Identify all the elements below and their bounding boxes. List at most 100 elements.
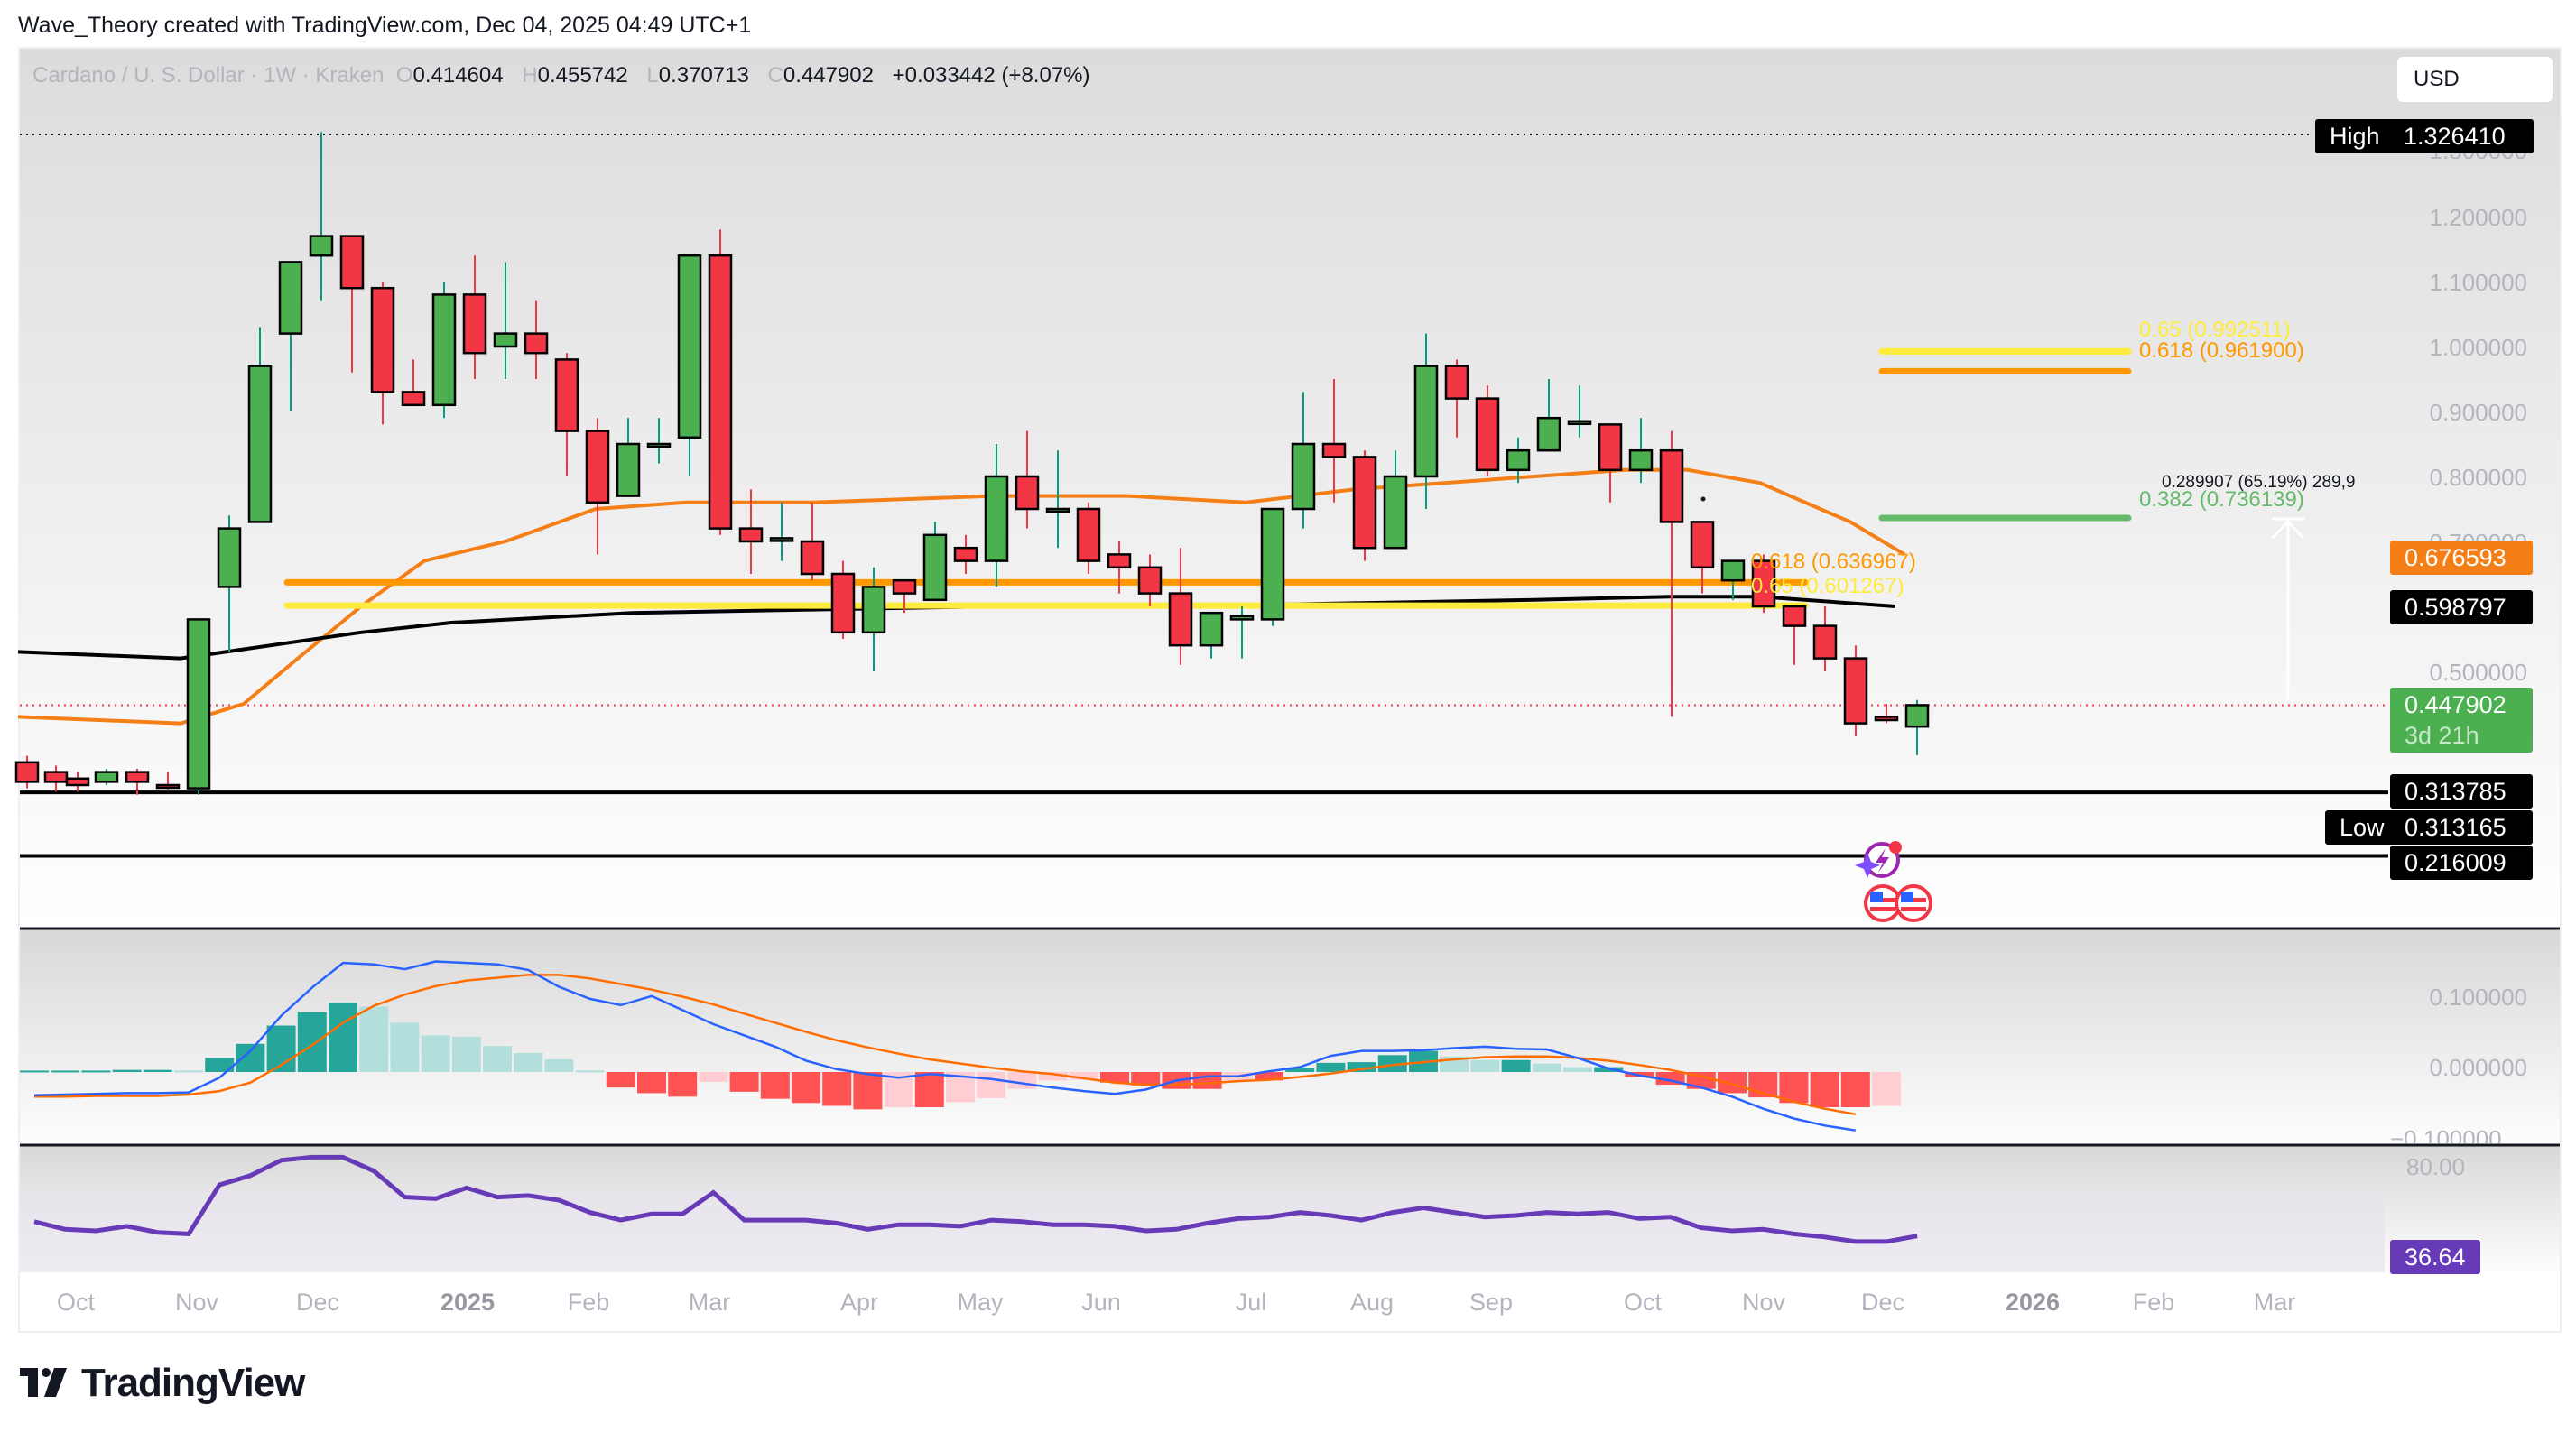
us-flag-event-icon[interactable]: [1895, 884, 1932, 922]
currency-button[interactable]: USD: [2397, 57, 2553, 102]
candle: [1352, 456, 1377, 550]
macd-histogram-bar: [174, 1070, 203, 1073]
last-price-tag: 0.447902 3d 21h: [2390, 688, 2533, 753]
macd-histogram-bar: [1840, 1072, 1870, 1107]
time-axis-label: Dec: [295, 1289, 340, 1316]
candle: [1751, 559, 1776, 608]
low-label: L: [646, 63, 659, 88]
time-axis-label: 2026: [2005, 1289, 2061, 1316]
rsi-layer: [33, 1154, 1918, 1244]
chart-panel: [18, 47, 2562, 1333]
macd-histogram-bar: [544, 1058, 574, 1072]
macd-histogram-bar: [822, 1072, 852, 1106]
macd-histogram-bar: [914, 1072, 944, 1107]
candle: [1137, 566, 1163, 595]
fib-label-0618-upper: 0.618 (0.961900): [2139, 338, 2304, 363]
candle: [524, 332, 549, 355]
fib-label-065-lower: 0.65 (0.601267): [1751, 574, 1904, 598]
macd-histogram-bar: [1810, 1072, 1839, 1107]
time-axis-label: Dec: [1860, 1289, 1905, 1316]
candle: [953, 546, 978, 562]
candle: [309, 235, 334, 257]
symbol-legend[interactable]: Cardano / U. S. Dollar · 1W · Kraken O0.…: [32, 63, 1103, 88]
macd-histogram-bar: [20, 1070, 49, 1073]
rsi-value-tag: 36.64: [2390, 1240, 2480, 1274]
macd-histogram-bar: [483, 1046, 512, 1072]
macd-histogram-bar: [1192, 1072, 1222, 1089]
measure-arrow-icon[interactable]: [2271, 517, 2305, 700]
candle: [1843, 657, 1868, 725]
macd-histogram-bar: [1255, 1072, 1283, 1081]
time-axis-label: 2025: [440, 1289, 496, 1316]
time-axis-label: Nov: [1741, 1289, 1786, 1316]
candle: [43, 771, 69, 783]
candle: [554, 358, 579, 432]
candle: [830, 572, 856, 634]
macd-histogram-bar: [729, 1072, 759, 1092]
macd-tick: 0.100000: [2429, 984, 2527, 1011]
candle: [1015, 475, 1040, 511]
macd-histogram-bar: [668, 1072, 698, 1097]
candle: [1782, 605, 1807, 627]
candle: [1444, 365, 1469, 400]
fib-label-065-upper: 0.65 (0.992511): [2139, 318, 2291, 342]
candle: [646, 442, 672, 448]
time-axis-label: Jun: [1081, 1289, 1121, 1316]
time-axis-label: Feb: [567, 1289, 610, 1316]
logo-text: TradingView: [81, 1361, 305, 1405]
high-value: 0.455742: [537, 63, 628, 88]
candle: [1076, 507, 1101, 562]
candle: [738, 527, 764, 543]
macd-histogram-bar: [390, 1022, 420, 1072]
time-axis-label: Apr: [839, 1289, 879, 1316]
candle: [1383, 475, 1408, 550]
high-label: H: [522, 63, 538, 88]
time-axis-label: Mar: [688, 1289, 731, 1316]
fib-label-0618-lower: 0.618 (0.636967): [1751, 550, 1916, 574]
candle: [1720, 559, 1746, 582]
ai-alert-icon[interactable]: [1855, 841, 1902, 878]
macd-histogram-bar: [1131, 1072, 1161, 1086]
price-tick: 0.900000: [2429, 399, 2527, 426]
candle: [1874, 716, 1899, 722]
macd-histogram-bar: [514, 1052, 543, 1072]
candle: [677, 254, 702, 439]
macd-histogram-bar: [575, 1070, 605, 1073]
candle: [1260, 507, 1285, 621]
candle: [861, 586, 886, 634]
chart-credit: Wave_Theory created with TradingView.com…: [18, 13, 752, 38]
time-axis-label: Aug: [1349, 1289, 1395, 1316]
price-tick: 1.000000: [2429, 334, 2527, 361]
candle: [431, 293, 457, 407]
tradingview-logo-icon: [20, 1368, 67, 1397]
macd-histogram-bar: [143, 1069, 172, 1072]
candle: [1904, 704, 1930, 728]
candle: [708, 254, 733, 530]
macd-histogram-bar: [1718, 1072, 1747, 1094]
candle: [800, 540, 825, 576]
candle: [585, 430, 610, 504]
candle: [94, 771, 119, 783]
candle: [1598, 423, 1623, 472]
macd-histogram-bar: [1316, 1062, 1346, 1072]
macd-histogram-bar: [853, 1072, 883, 1110]
candle: [1536, 416, 1561, 452]
candle: [769, 537, 794, 542]
high-tag-value: 1.326410: [2389, 119, 2534, 153]
rsi-band: [20, 1189, 2385, 1272]
macd-histogram-bar: [1872, 1072, 1901, 1106]
candle: [247, 365, 273, 523]
macd-histogram-bar: [1007, 1072, 1037, 1089]
time-axis-label: Feb: [2132, 1289, 2175, 1316]
open-value: 0.414604: [412, 63, 504, 88]
bar-countdown: 3d 21h: [2405, 722, 2479, 749]
macd-layer: [20, 960, 1901, 1132]
candle: [155, 783, 181, 790]
candle: [1628, 448, 1654, 472]
macd-histogram-bar: [1069, 1072, 1098, 1080]
candle: [1107, 553, 1132, 569]
symbol-name: Cardano / U. S. Dollar · 1W · Kraken: [32, 63, 385, 88]
main-series-layer: [14, 132, 2388, 858]
support-tag: 0.216009: [2390, 846, 2533, 880]
